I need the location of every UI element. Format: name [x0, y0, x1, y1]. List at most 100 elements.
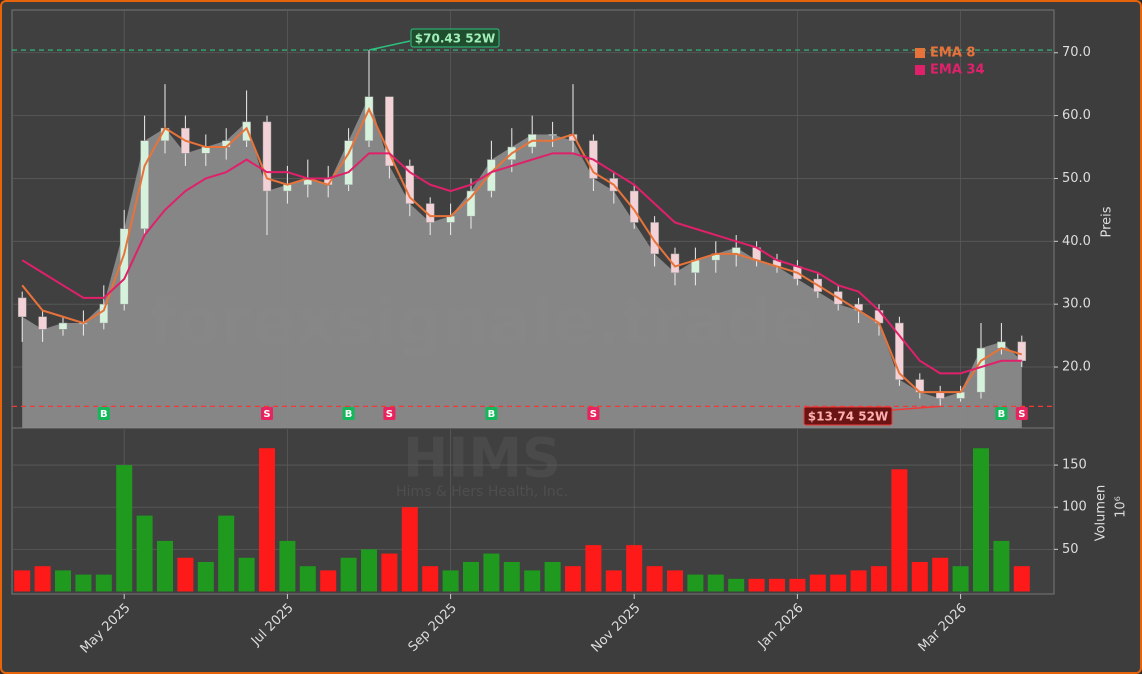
volume-bar [238, 557, 255, 592]
volume-bar [1013, 566, 1030, 592]
volume-bar [157, 540, 173, 592]
candle-body [895, 322, 904, 380]
annotation-box [803, 406, 893, 426]
signal-label: S [386, 409, 393, 420]
y-tick-label: 100 [1062, 500, 1087, 515]
signal-label: S [590, 409, 597, 420]
signal-label: B [998, 409, 1006, 420]
candle-body [1017, 341, 1027, 361]
x-tick-label: May 2025 [78, 601, 134, 657]
x-tick-label: Mar 2026 [916, 601, 970, 655]
volume-bar [871, 566, 887, 592]
candle-body [976, 347, 986, 393]
volume-bar [809, 574, 826, 592]
legend-swatch [915, 48, 925, 58]
volume-bar [340, 557, 357, 592]
volume-bar [177, 557, 194, 592]
watermark-title: HIMS [403, 427, 561, 490]
candle-body [58, 322, 68, 330]
volume-bar [381, 553, 398, 592]
candle-body [38, 316, 47, 330]
candle-body [650, 222, 659, 255]
signal-marker [97, 407, 110, 420]
candle-body [17, 297, 27, 317]
y-tick-label: 150 [1062, 458, 1087, 473]
candle-body [262, 121, 272, 192]
price-area [22, 96, 1022, 428]
volume-bar [605, 570, 622, 592]
candle-body [385, 96, 394, 167]
signal-marker [261, 407, 273, 420]
volume-bar [259, 448, 275, 592]
legend-swatch [915, 65, 925, 75]
annotation-label: $70.43 52W [415, 32, 495, 46]
candle-body [99, 303, 109, 324]
candle-body [629, 190, 639, 223]
volume-bar [973, 448, 989, 592]
annotation-arrow [891, 405, 941, 411]
volume-bar [769, 578, 785, 592]
signal-label: S [263, 409, 270, 420]
volume-bar [748, 578, 765, 592]
volume-bar [952, 566, 969, 592]
y-tick-label: 60.0 [1062, 108, 1091, 123]
x-tick-label: Nov 2025 [589, 601, 644, 656]
volume-bar [626, 545, 643, 592]
y-tick-label: 50 [1062, 542, 1079, 557]
candle-body [140, 140, 149, 229]
volume-bar [299, 566, 316, 592]
legend-label: EMA 34 [930, 63, 985, 78]
volume-bar [830, 574, 847, 592]
volume-bar [585, 545, 602, 592]
volume-bar [136, 515, 153, 592]
ema-line [21, 152, 1022, 375]
candle-body [548, 134, 557, 136]
annotation-label: $13.74 52W [808, 410, 888, 424]
signal-label: B [345, 409, 353, 420]
volume-bar [95, 574, 112, 592]
volume-bar [55, 570, 71, 592]
volume-bar [911, 561, 928, 592]
volume-bar [728, 578, 745, 592]
volume-bar [707, 574, 724, 592]
volume-bar [218, 515, 235, 592]
volume-bar [789, 578, 806, 592]
y-tick-label: 30.0 [1062, 297, 1091, 312]
signal-marker [342, 407, 355, 420]
y-tick-label: 20.0 [1062, 360, 1091, 375]
volume-bar [361, 549, 377, 592]
volume-bar [14, 570, 31, 592]
volume-bar [850, 570, 867, 592]
legend-label: EMA 8 [930, 46, 975, 61]
x-tick-label: Sep 2025 [406, 601, 460, 655]
signal-marker [587, 407, 600, 420]
candle-body [670, 253, 680, 273]
volume-bar [932, 557, 949, 592]
signal-label: S [1018, 409, 1025, 420]
volume-bar [524, 570, 541, 592]
signal-marker [1015, 407, 1028, 420]
signal-label: B [488, 409, 496, 420]
y-tick-label: 50.0 [1062, 171, 1091, 186]
volume-bar [401, 507, 418, 592]
volume-bar [197, 561, 214, 592]
signal-marker [995, 407, 1008, 420]
volume-bar [463, 561, 479, 592]
volume-bar [565, 566, 581, 592]
annotation-arrow [368, 40, 411, 51]
volume-bar [422, 566, 439, 592]
candle-body [364, 96, 374, 141]
candle-body [405, 165, 415, 204]
volume-bar [75, 574, 92, 592]
watermark-subtitle: Hims & Hers Health, Inc. [396, 484, 568, 500]
candle-body [466, 190, 476, 217]
y-axis-label: Volumen [1094, 485, 1109, 542]
volume-bar [483, 553, 500, 592]
volume-bar [442, 570, 459, 592]
y-tick-label: 70.0 [1062, 45, 1091, 60]
volume-bar [503, 561, 520, 592]
candle-body [344, 140, 353, 185]
volume-bar [993, 540, 1010, 592]
volume-bar [687, 574, 704, 592]
